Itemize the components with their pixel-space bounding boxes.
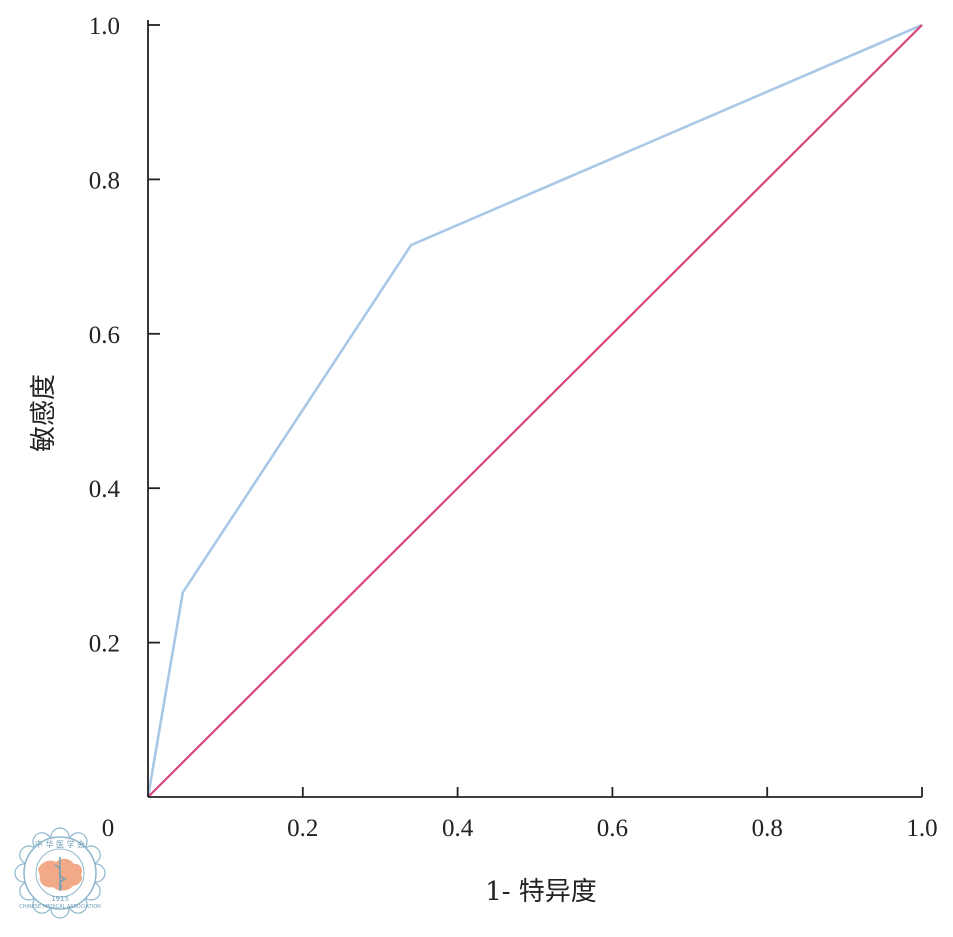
seal-year: 1915: [51, 895, 69, 903]
series-layer: [146, 23, 923, 798]
x-tick-label: 0.6: [597, 815, 628, 842]
x-axis-title: 1- 特异度: [485, 877, 597, 907]
y-axis-title: 敏感度: [29, 374, 59, 452]
ticks-layer: 0 0.2 0.4 0.6 0.8 1.0 0.2 0.4 0.6 0.8 1.0: [89, 13, 938, 842]
seal-text-top: 中 华 医 学 会: [35, 839, 85, 849]
y-tick-label: 0.2: [89, 631, 120, 658]
seal-text-bottom: CHINESE MEDICAL ASSOCIATION: [19, 904, 101, 910]
y-tick-label: 0.4: [89, 476, 121, 503]
x-tick-label: 0.8: [752, 815, 783, 842]
y-tick-label: 0.6: [89, 322, 120, 349]
roc-curve-line: [146, 23, 923, 798]
x-tick-label: 1.0: [906, 815, 937, 842]
x-tick-label: 0.2: [287, 815, 318, 842]
axes-layer: [147, 20, 922, 798]
y-tick-label: 1.0: [89, 13, 120, 40]
x-tick-label: 0.4: [442, 815, 474, 842]
x-tick-label: 0: [102, 815, 115, 842]
reference-diagonal-line: [147, 24, 923, 798]
y-tick-label: 0.8: [89, 167, 120, 194]
chinese-medical-association-seal-icon: 中 华 医 学 会 1915 CHINESE MEDICAL ASSOCIATI…: [14, 827, 106, 919]
